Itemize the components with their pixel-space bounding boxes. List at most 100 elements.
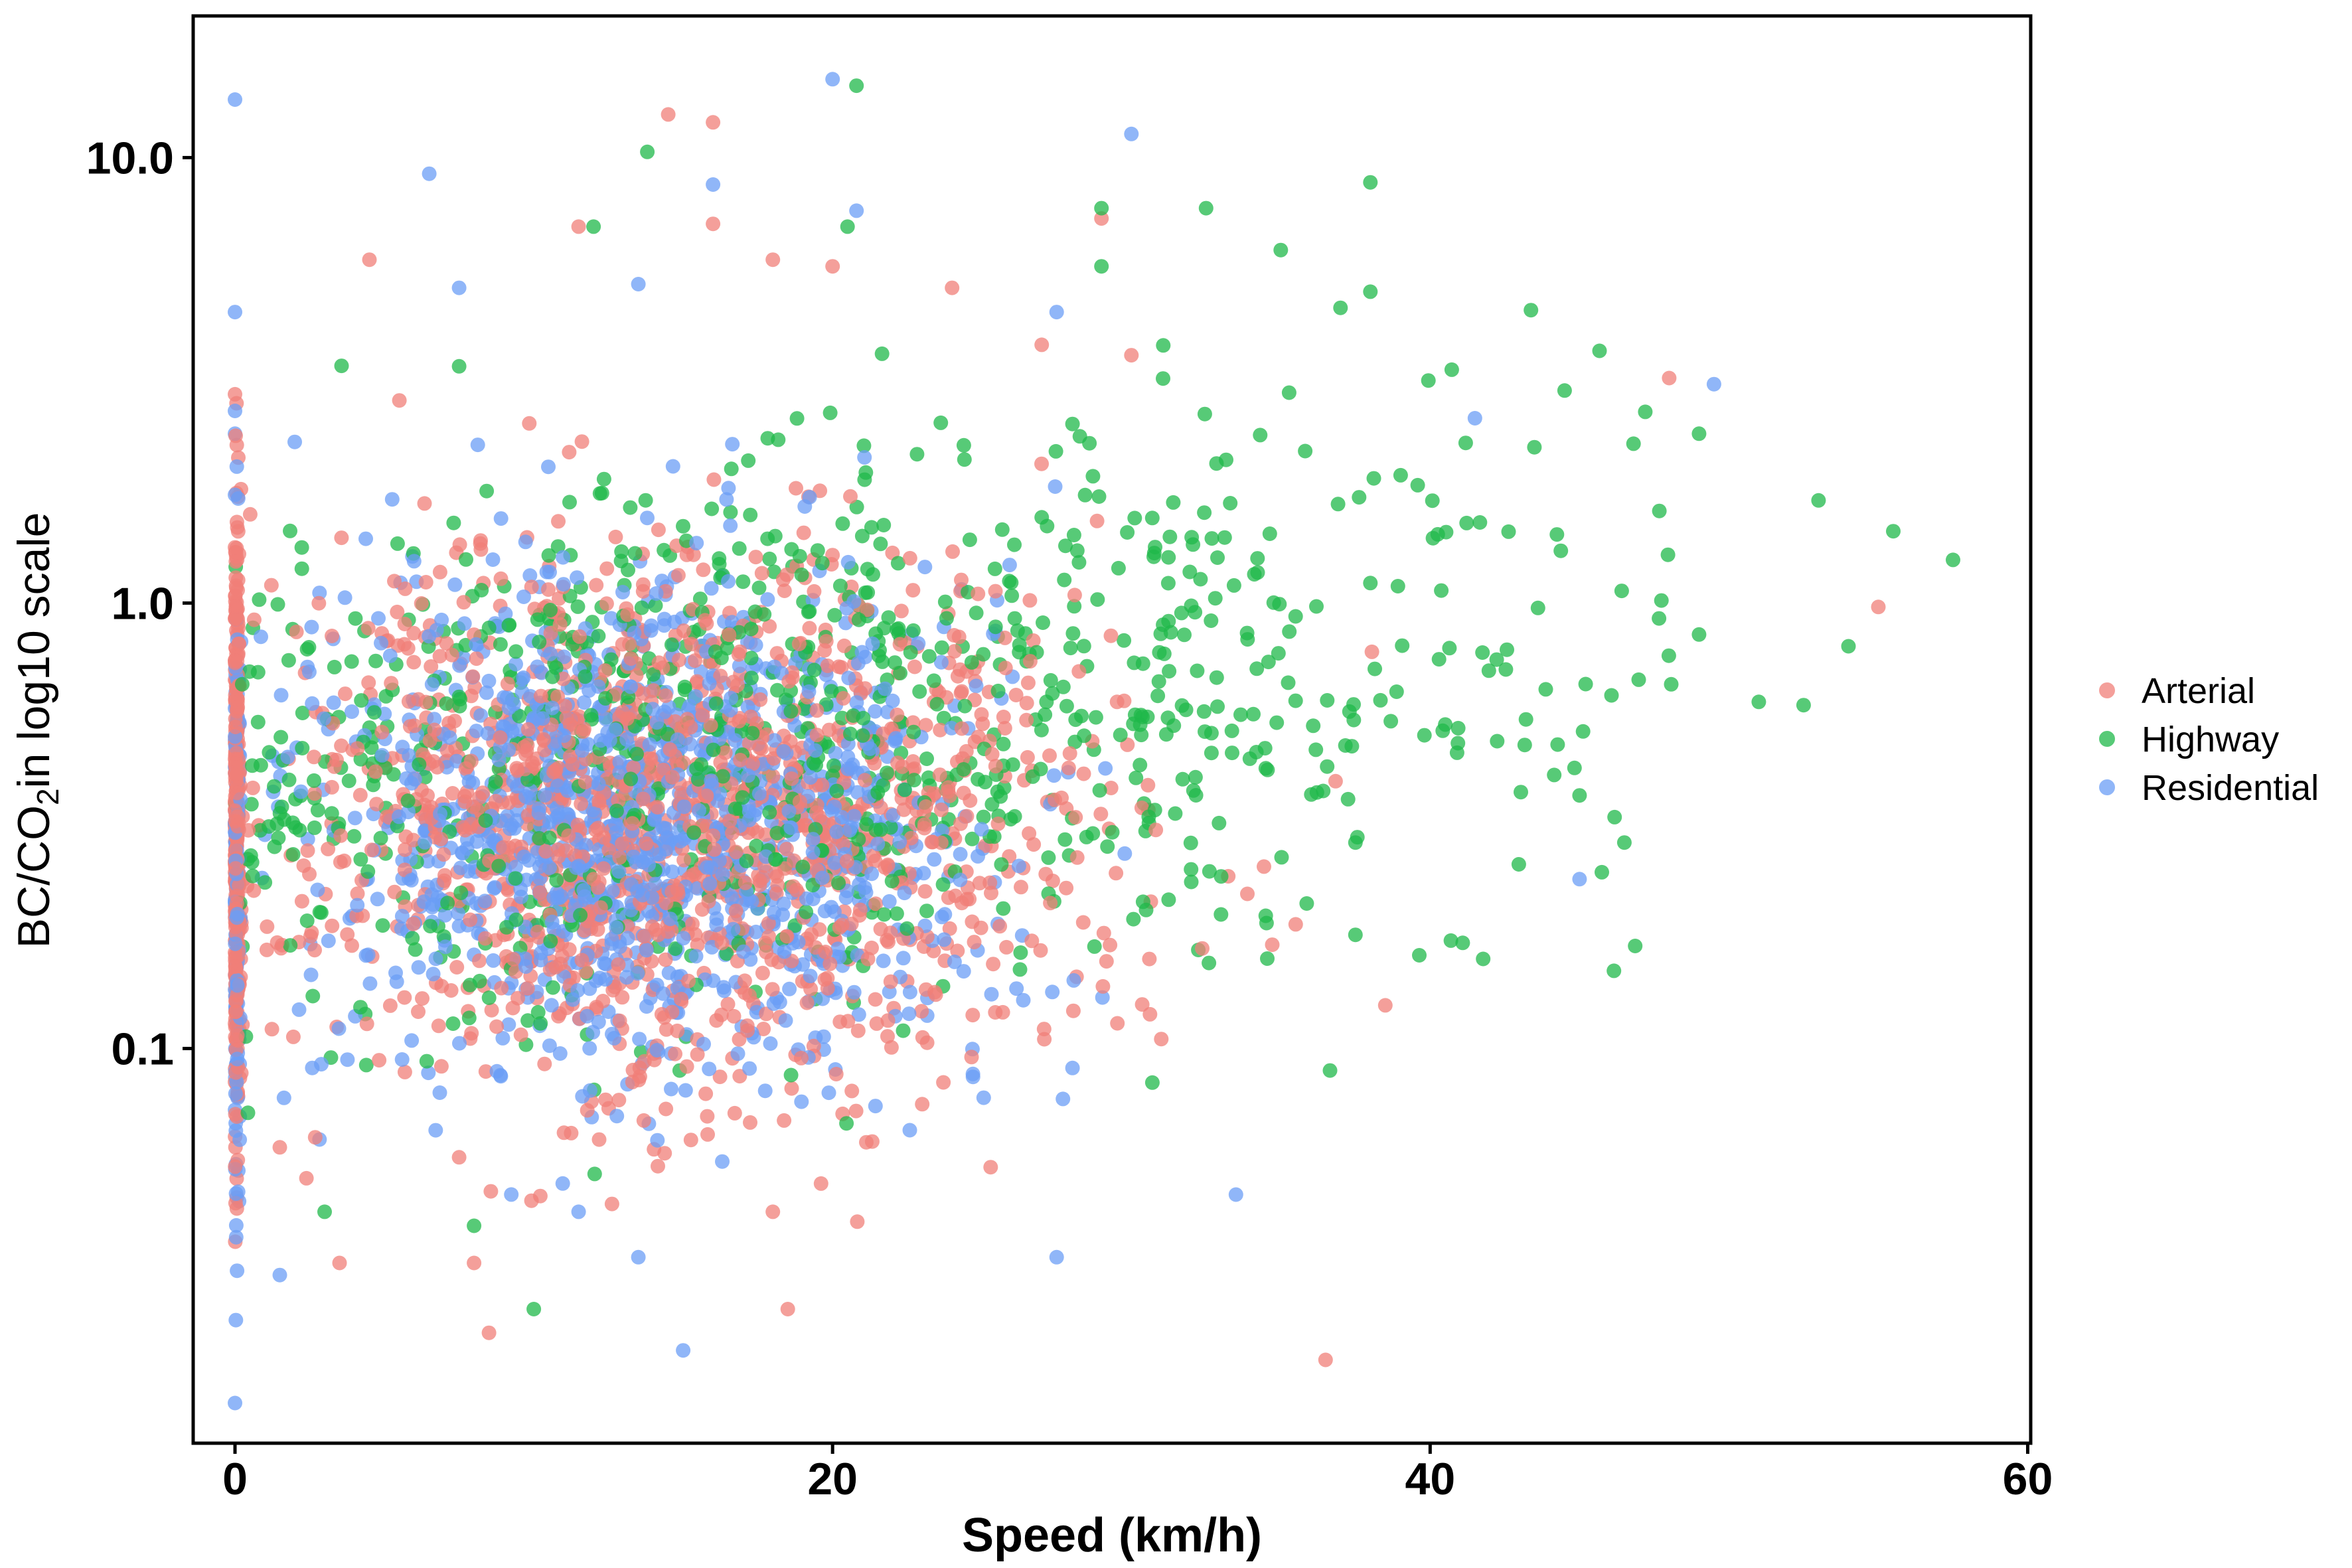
data-point-highway (1226, 578, 1241, 593)
data-point-residential (850, 656, 866, 670)
data-point-arterial (430, 759, 445, 775)
data-point-highway (324, 806, 339, 821)
data-point-arterial (674, 992, 688, 1006)
data-point-residential (358, 531, 373, 546)
data-point-arterial (432, 649, 447, 664)
data-point-residential (314, 1057, 329, 1072)
data-point-residential (842, 823, 857, 838)
data-point-highway (1309, 785, 1324, 800)
data-point-arterial (784, 1081, 799, 1096)
data-point-highway (1225, 745, 1239, 761)
data-point-residential (451, 280, 467, 295)
data-point-highway (744, 670, 759, 686)
data-point-residential (370, 892, 385, 907)
data-point-highway (1209, 670, 1224, 685)
data-point-highway (988, 619, 1003, 635)
data-point-arterial (868, 992, 883, 1007)
data-point-arterial (699, 788, 714, 803)
data-point-highway (271, 830, 286, 846)
data-point-arterial (1257, 859, 1271, 874)
data-point-highway (501, 618, 516, 633)
data-point-highway (313, 905, 329, 920)
data-point-residential (542, 860, 557, 876)
data-point-residential (291, 1002, 307, 1017)
data-point-residential (1049, 305, 1064, 320)
data-point-residential (702, 1061, 717, 1077)
data-point-highway (440, 896, 455, 911)
data-point-arterial (533, 688, 548, 704)
data-point-arterial (311, 595, 327, 611)
data-point-arterial (467, 1255, 482, 1271)
data-point-arterial (748, 550, 763, 565)
data-point-highway (1004, 588, 1020, 603)
data-point-arterial (1089, 513, 1105, 528)
data-point-residential (254, 629, 268, 645)
data-point-highway (509, 644, 524, 659)
data-point-residential (644, 618, 659, 633)
data-point-highway (1390, 579, 1405, 593)
data-point-residential (1117, 846, 1133, 861)
data-point-residential (491, 752, 507, 767)
data-point-highway (1628, 939, 1643, 953)
data-point-highway (400, 793, 416, 809)
data-point-arterial (543, 625, 558, 641)
data-point-arterial (951, 629, 967, 645)
data-point-arterial (737, 973, 752, 988)
data-point-highway (664, 637, 679, 653)
data-point-residential (691, 803, 706, 818)
data-point-arterial (589, 578, 604, 593)
data-point-highway (735, 790, 750, 805)
data-point-highway (520, 1013, 536, 1028)
data-point-highway (795, 859, 811, 874)
data-point-arterial (398, 842, 412, 857)
data-point-arterial (285, 1029, 301, 1044)
data-point-highway (1530, 600, 1545, 615)
data-point-highway (1067, 599, 1082, 614)
data-point-highway (1322, 1063, 1338, 1078)
data-point-residential (493, 511, 509, 526)
data-point-arterial (869, 1016, 884, 1031)
data-point-highway (1368, 661, 1382, 676)
data-point-arterial (615, 990, 630, 1005)
data-point-arterial (1067, 588, 1082, 603)
data-point-residential (424, 887, 439, 902)
data-point-arterial (676, 852, 692, 868)
data-point-arterial (768, 866, 783, 881)
data-point-highway (757, 607, 772, 622)
data-point-arterial (852, 902, 868, 917)
data-point-arterial (611, 1093, 627, 1108)
data-point-residential (345, 704, 359, 719)
data-point-residential (598, 957, 613, 972)
data-point-highway (623, 500, 638, 515)
data-point-residential (1045, 984, 1060, 1000)
data-point-arterial (1265, 937, 1280, 953)
data-point-highway (1013, 945, 1028, 960)
data-point-residential (827, 799, 842, 815)
data-point-residential (598, 712, 613, 727)
data-point-residential (896, 951, 911, 966)
data-point-arterial (895, 759, 910, 774)
data-point-arterial (866, 848, 881, 864)
data-point-arterial (637, 1054, 652, 1069)
data-point-arterial (620, 607, 635, 622)
data-point-residential (347, 811, 362, 826)
data-point-residential (433, 806, 447, 821)
data-point-residential (868, 1099, 883, 1114)
data-point-residential (676, 1343, 691, 1358)
data-point-highway (1389, 684, 1404, 699)
data-point-residential (682, 736, 698, 751)
data-point-residential (766, 996, 781, 1011)
data-point-residential (984, 986, 999, 1002)
data-point-residential (470, 437, 485, 453)
data-point-highway (550, 539, 566, 554)
data-point-residential (791, 935, 806, 950)
data-point-arterial (927, 984, 943, 1000)
data-point-arterial (397, 617, 412, 631)
data-point-residential (748, 924, 763, 939)
data-point-highway (1208, 591, 1223, 606)
data-point-arterial (643, 751, 659, 766)
data-point-arterial (679, 1059, 694, 1074)
data-point-arterial (646, 683, 661, 698)
data-point-arterial (436, 847, 451, 862)
data-point-residential (976, 1090, 991, 1105)
